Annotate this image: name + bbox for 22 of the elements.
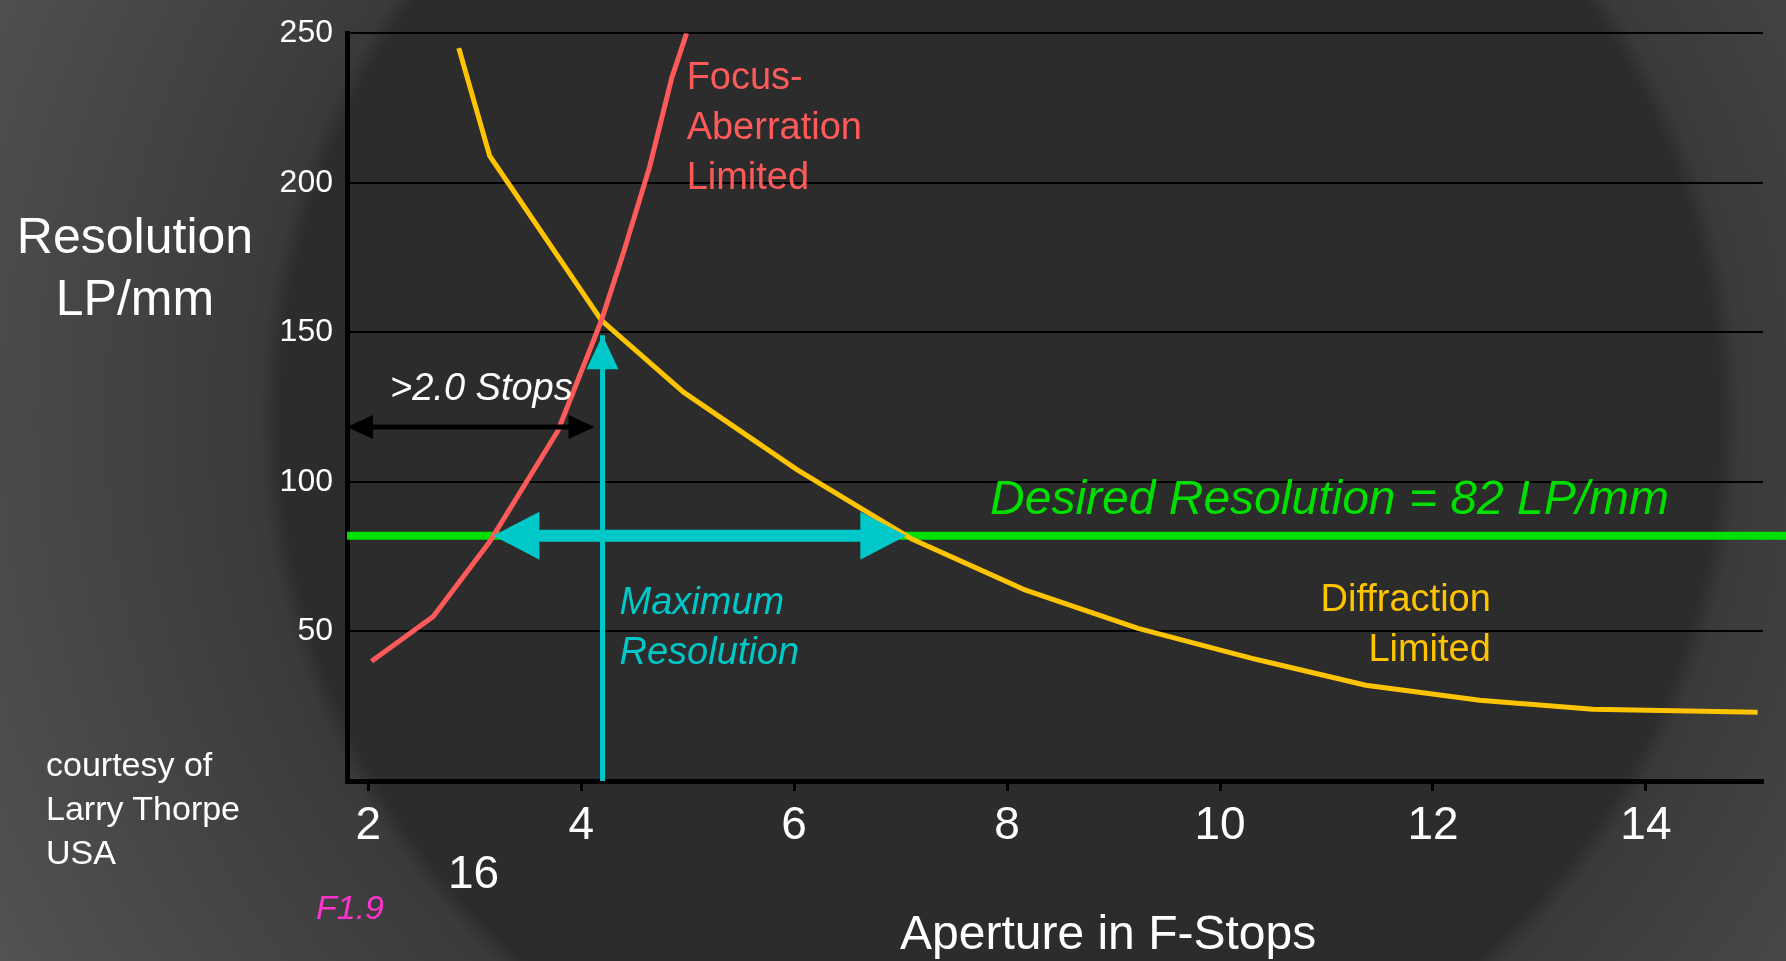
x-tick-label: 6	[781, 797, 807, 850]
x-tick-label: 12	[1407, 797, 1459, 850]
text: courtesy of Larry Thorpe USA	[46, 744, 242, 873]
y-tick-label: 100	[279, 461, 333, 498]
x-tick-label: 8	[994, 797, 1020, 850]
y-tick-label: 200	[279, 162, 333, 199]
x-tick-label: 2	[355, 797, 382, 850]
text: F1.9	[316, 888, 385, 927]
y-axis-title: Resolution LP/mm	[15, 207, 255, 328]
x-tick-label: 4	[568, 797, 595, 850]
y-tick-label: 250	[279, 13, 333, 50]
series-label: Diffraction Limited	[1320, 576, 1491, 669]
series-label: Focus-Aberration Limited	[686, 54, 862, 197]
x-axis-title: Aperture in F-Stops	[900, 905, 1317, 960]
annotation: >2.0 Stops	[390, 366, 573, 409]
series-label: Maximum Resolution	[619, 579, 800, 672]
x-tick-label: 14	[1620, 797, 1672, 850]
y-tick-label: 50	[297, 611, 333, 648]
ref-line-label: Desired Resolution = 82 LP/mm	[990, 470, 1669, 524]
text: 16	[448, 845, 500, 899]
y-tick-label: 150	[279, 312, 333, 349]
x-tick-label: 10	[1194, 797, 1246, 850]
